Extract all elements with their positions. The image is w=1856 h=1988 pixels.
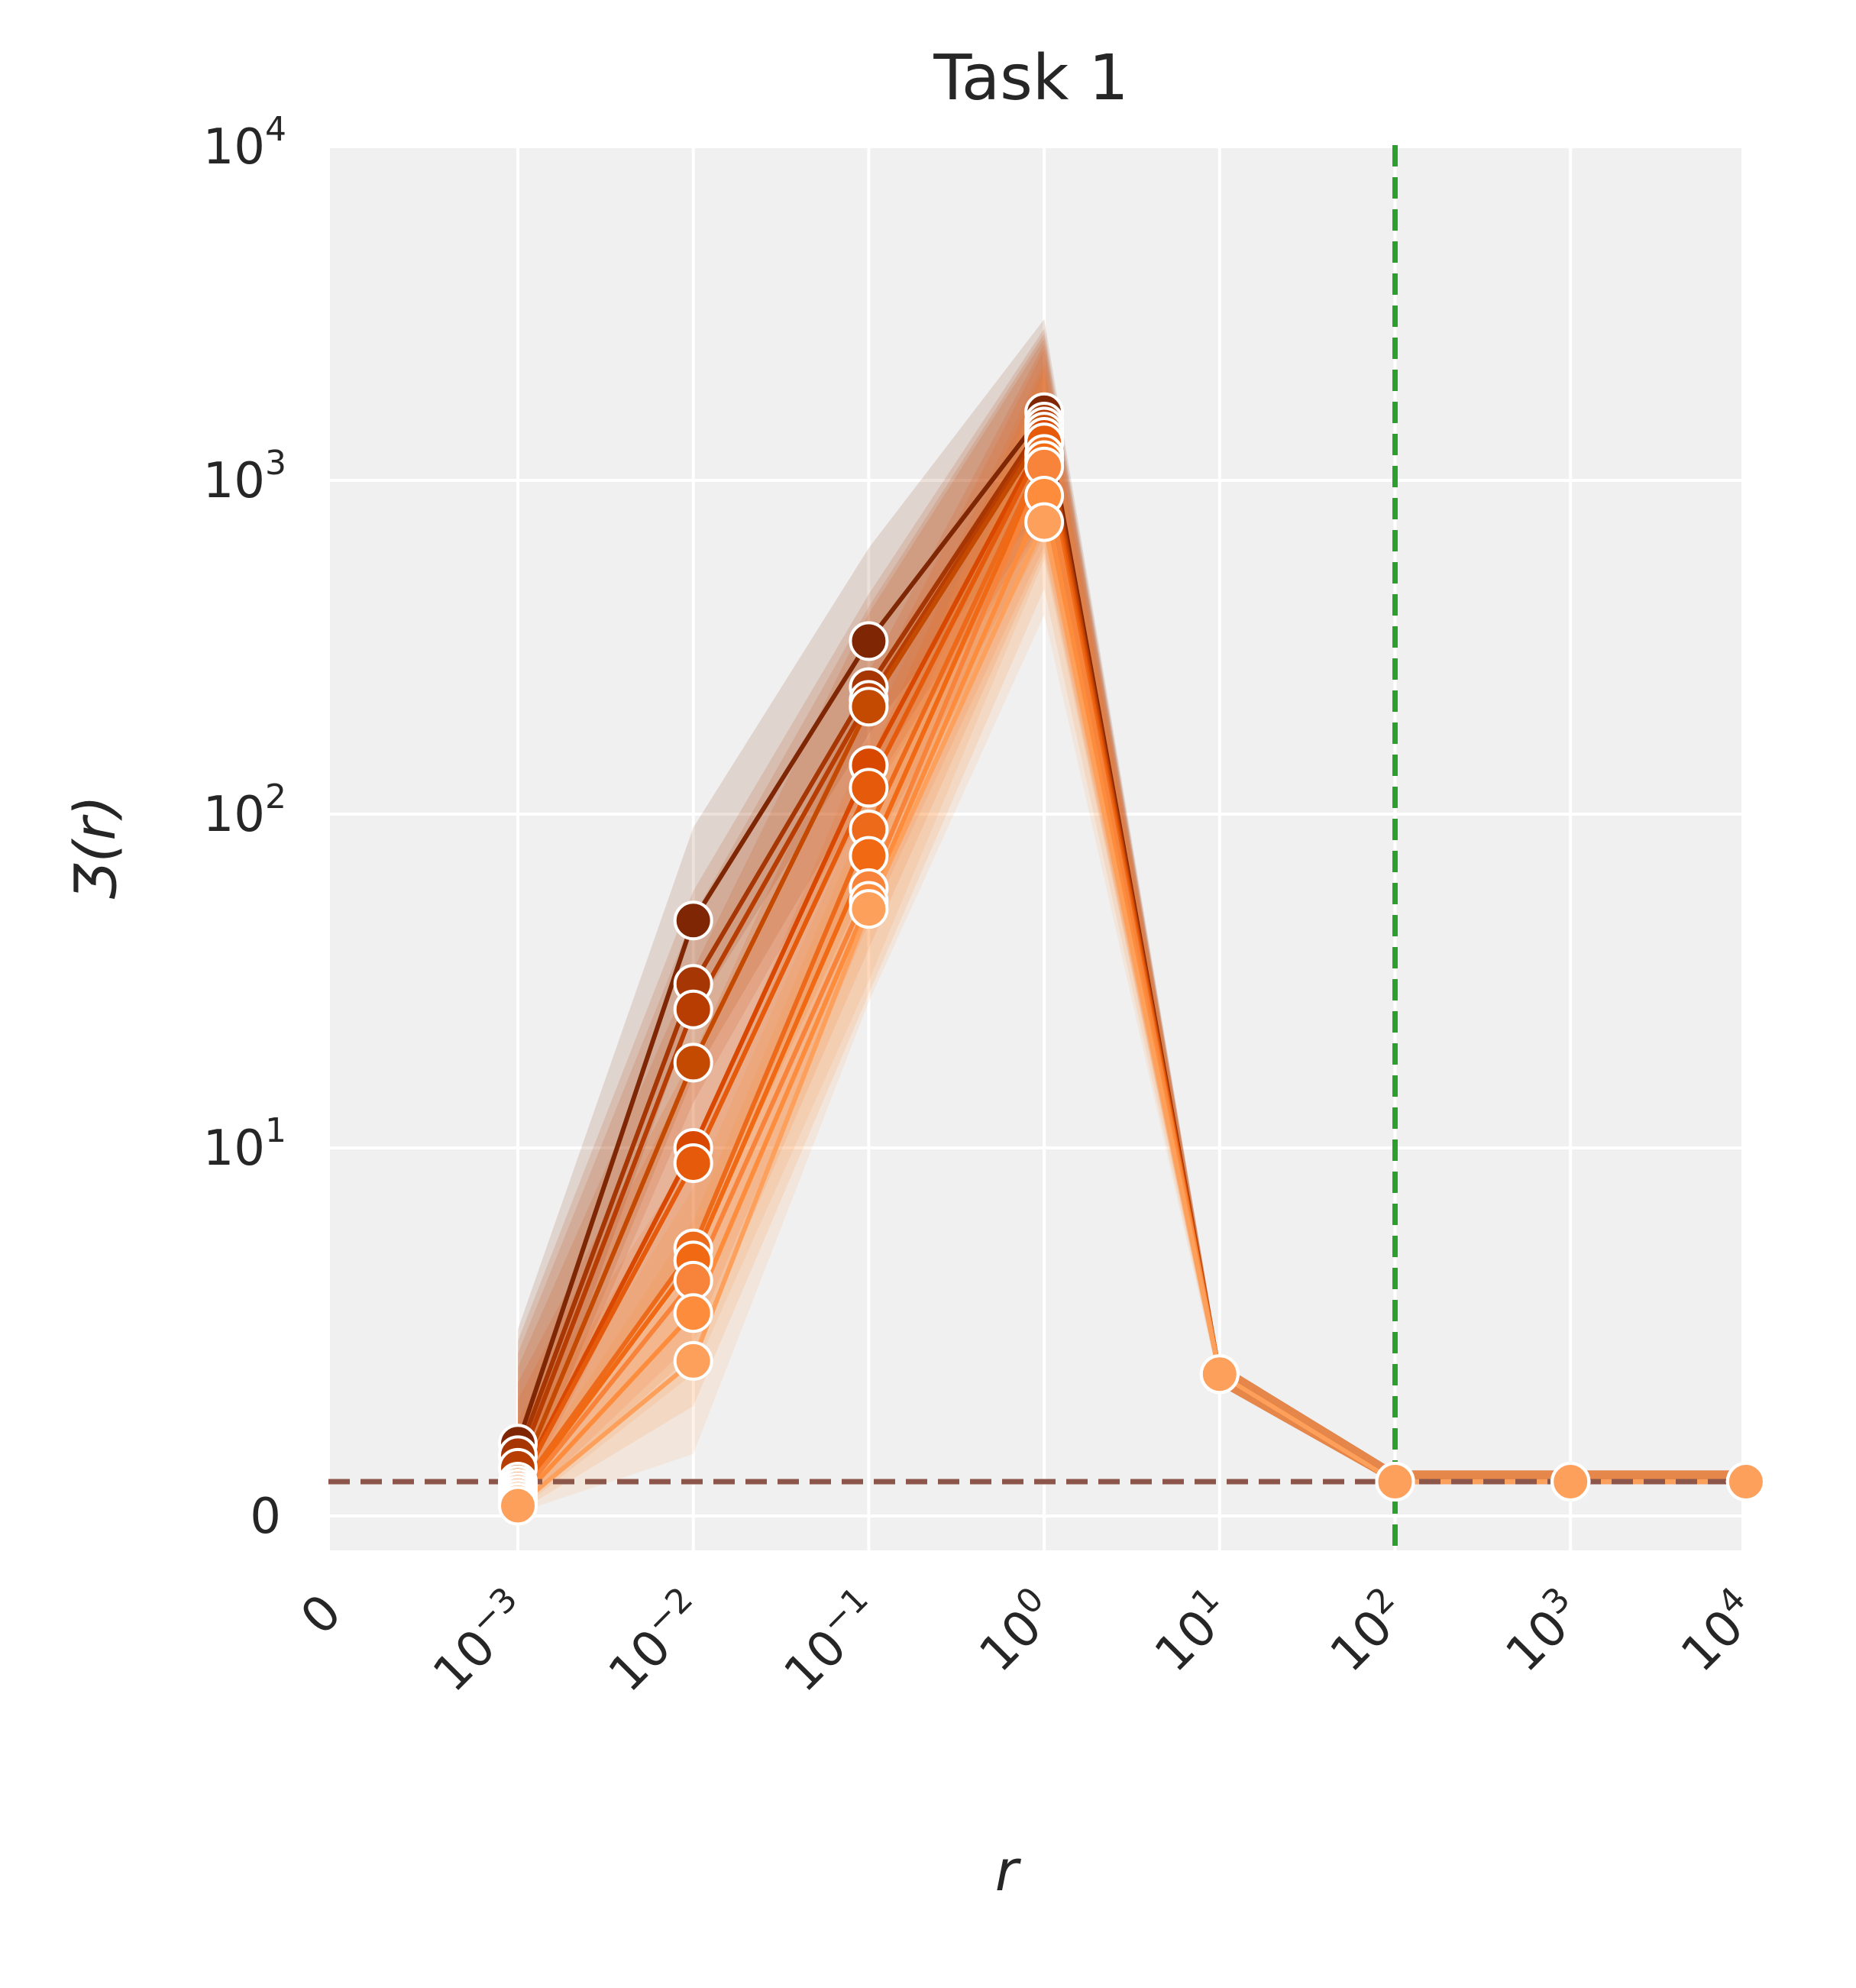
data-point-s0-1	[673, 900, 713, 941]
series-markers	[498, 392, 1766, 1526]
x-tick-label-0: 0	[290, 1584, 352, 1646]
data-point-s10-5	[1375, 1462, 1415, 1502]
chart-title: Task 1	[933, 42, 1128, 115]
y-tick-label-3: 103	[203, 444, 286, 509]
y-tick-labels: 0 101 102 103 104	[203, 110, 286, 1545]
x-tick-label-4: 100	[965, 1579, 1068, 1683]
y-tick-label-0: 0	[250, 1489, 281, 1545]
data-point-s5-1	[673, 1143, 713, 1183]
x-tick-label-7: 103	[1491, 1579, 1594, 1683]
y-axis-label: Ʒ(r)	[63, 795, 128, 900]
y-tick-label-4: 104	[203, 110, 286, 176]
x-tick-label-2: 10−2	[594, 1579, 717, 1702]
data-point-s10-6	[1550, 1462, 1591, 1502]
x-tick-label-1: 10−3	[419, 1579, 542, 1702]
x-tick-label-3: 10−1	[769, 1579, 892, 1702]
x-tick-label-6: 102	[1315, 1579, 1418, 1683]
x-axis-label: r	[995, 1838, 1022, 1904]
x-tick-label-5: 101	[1140, 1579, 1243, 1683]
data-point-s10-4	[1199, 1354, 1240, 1395]
series-lines	[516, 409, 1746, 1508]
y-tick-label-1: 101	[203, 1111, 286, 1177]
data-point-s10-0	[498, 1485, 538, 1526]
plot-area	[328, 145, 1741, 1550]
confidence-band-10	[518, 428, 1746, 1513]
data-point-s3-2	[849, 687, 889, 727]
series-line-10	[516, 519, 1746, 1508]
data-point-s5-2	[849, 768, 889, 808]
data-point-s9-1	[673, 1293, 713, 1333]
data-point-s10-7	[1725, 1462, 1766, 1502]
data-point-s10-3	[1024, 502, 1065, 542]
grid-lines	[327, 145, 1748, 1550]
data-point-s10-1	[673, 1340, 713, 1381]
x-tick-label-8: 104	[1667, 1579, 1770, 1683]
data-point-s3-1	[673, 1042, 713, 1083]
reference-lines	[328, 145, 1741, 1550]
data-point-s2-1	[673, 989, 713, 1030]
data-point-s0-2	[849, 621, 889, 661]
x-tick-labels: 0 10−3 10−2 10−1 100 101 102 103 104	[290, 1579, 1770, 1702]
y-tick-label-2: 102	[203, 777, 286, 843]
data-point-s10-2	[849, 889, 889, 929]
